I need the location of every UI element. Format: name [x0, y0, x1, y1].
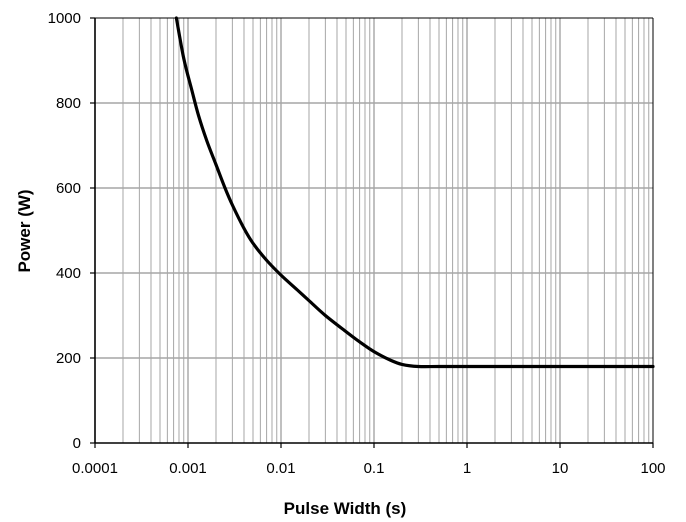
y-tick-label: 600: [56, 180, 81, 197]
x-tick-label: 0.1: [364, 460, 385, 477]
y-tick-labels: 0 200 400 600 800 1000: [48, 10, 81, 452]
minor-grid: [122, 18, 650, 443]
x-tick-label: 10: [552, 460, 569, 477]
x-tick-label: 0.0001: [72, 460, 118, 477]
y-axis-title: Power (W): [15, 189, 34, 272]
x-tick-label: 0.001: [169, 460, 207, 477]
y-tick-label: 0: [73, 435, 81, 452]
major-grid: [95, 18, 653, 443]
x-tick-labels: 0.0001 0.001 0.01 0.1 1 10 100: [72, 460, 665, 477]
y-tick-label: 400: [56, 265, 81, 282]
y-tick-label: 800: [56, 95, 81, 112]
y-tick-label: 200: [56, 350, 81, 367]
series-line: [174, 16, 655, 369]
y-tick-label: 1000: [48, 10, 81, 27]
x-tick-label: 100: [640, 460, 665, 477]
x-axis-title: Pulse Width (s): [284, 499, 407, 518]
x-tick-label: 0.01: [266, 460, 295, 477]
x-tick-label: 1: [463, 460, 471, 477]
axis-ticks: [90, 17, 654, 448]
